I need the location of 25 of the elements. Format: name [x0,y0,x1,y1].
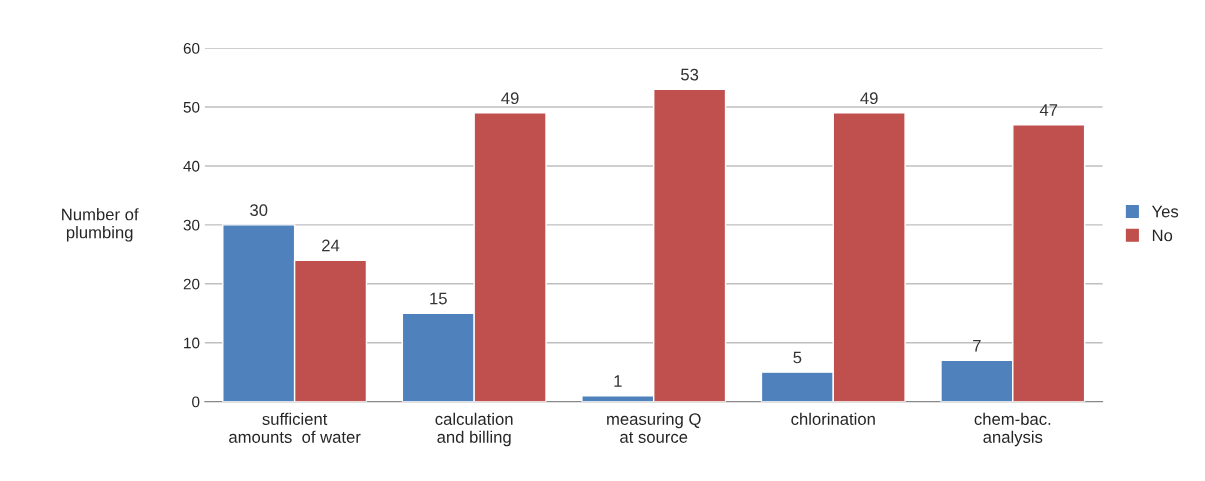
x-tick-label: sufficient amounts of water [229,412,361,443]
data-label: 1 [614,375,622,387]
data-label: 15 [430,292,447,305]
y-axis-title: Number of plumbing [62,208,139,242]
y-tick-label: 20 [183,278,200,290]
legend-label: Yes [1151,205,1179,218]
data-label: 53 [681,68,699,81]
y-tick-label: 30 [183,219,200,231]
y-tick-label: 50 [183,101,200,113]
x-tick-label: chem-bac. analysis [974,412,1051,447]
data-label: 49 [501,92,519,105]
data-label: 7 [973,339,981,352]
x-tick-label: calculation and billing [435,412,513,447]
y-tick-label: 0 [192,396,200,408]
y-tick-label: 40 [183,160,200,172]
data-label: 30 [250,204,268,217]
y-tick-label: 10 [184,337,200,349]
y-tick-label: 60 [183,42,200,54]
data-label: 47 [1039,104,1058,116]
x-tick-label: chlorination [791,412,875,425]
legend-label: No [1152,229,1173,242]
data-label: 5 [793,351,802,364]
data-label: 24 [322,239,340,252]
x-tick-label: measuring Q at source [607,412,701,443]
data-label: 49 [860,92,878,105]
